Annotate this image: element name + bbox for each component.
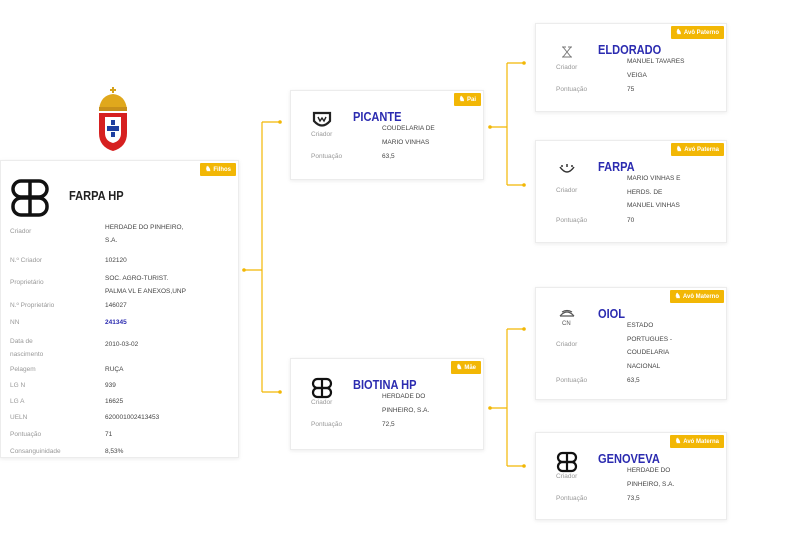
criador-value: COUDELARIA DE MARIO VINHAS xyxy=(382,125,435,146)
hp-brand-icon xyxy=(556,451,578,473)
sire-card[interactable]: ♞ Pai PICANTE Criador COUDELARIA DE MARIO … xyxy=(290,90,484,180)
horse-icon: ♞ xyxy=(675,146,683,153)
field-value: 620001002413453 xyxy=(105,414,160,421)
field-value: 2010-03-02 xyxy=(105,341,139,348)
pontuacao-label: Pontuação xyxy=(556,216,588,224)
pontuacao-label: Pontuação xyxy=(311,153,343,160)
field-label: NN xyxy=(10,319,20,326)
horse-name-link[interactable]: FARPA xyxy=(598,159,635,174)
field-value: 8,53% xyxy=(105,448,124,455)
pontuacao-label: Pontuação xyxy=(556,377,588,384)
field-label: LG N xyxy=(10,382,26,389)
criador-label: Criador xyxy=(556,63,578,71)
horse-icon: ♞ xyxy=(674,293,681,300)
horse-name-link[interactable]: BIOTINA HP xyxy=(353,377,417,392)
paternal-granddam-card[interactable]: ♞ Avó Paterna FARPA Criador MARIO VINHAS … xyxy=(535,140,727,243)
field-label: Pontuação xyxy=(10,431,42,438)
field-value: 16625 xyxy=(105,398,124,405)
horse-name-link[interactable]: GENOVEVA xyxy=(598,451,660,466)
field-label: LG A xyxy=(10,398,25,405)
criador-value: MANUEL TAVARES VEIGA xyxy=(627,58,685,79)
relation-badge[interactable]: ♞ Avô Paterno xyxy=(670,26,724,39)
horse-name: FARPA HP xyxy=(69,188,124,203)
field-label: Consanguinidade xyxy=(10,448,61,455)
criador-label: Criador xyxy=(556,472,578,480)
field-label: N.º Criador xyxy=(10,257,42,264)
cn-crown-brand-icon: CN xyxy=(559,309,575,327)
pontuacao-value: 73,5 xyxy=(627,495,640,502)
horse-name-link[interactable]: OIOL xyxy=(598,306,626,321)
horse-icon: ♞ xyxy=(674,438,682,445)
pontuacao-value: 63,5 xyxy=(627,377,640,384)
horse-icon: ♞ xyxy=(675,29,682,36)
horse-name-link[interactable]: PICANTE xyxy=(353,109,402,124)
field-value: HERDADE DO PINHEIRO, S.A. xyxy=(105,224,184,244)
horse-icon: ♞ xyxy=(458,96,465,103)
pontuacao-value: 63,5 xyxy=(382,153,395,160)
criador-value: MARIO VINHAS E HERDS. DE MANUEL VINHAS xyxy=(627,175,681,209)
relation-badge[interactable]: ♞ Avó Materna xyxy=(669,435,724,448)
relation-badge[interactable]: ♞ Avô Materno xyxy=(669,290,724,303)
maternal-granddam-card[interactable]: ♞ Avó Materna GENOVEVA Criador HERDADE DO… xyxy=(535,432,727,520)
field-label: N.º Proprietário xyxy=(10,302,55,309)
horse-name-link[interactable]: ELDORADO xyxy=(598,42,662,57)
main-horse-card[interactable]: ♞ Filhos FARPA HP Criador HERDADE DO PINHE… xyxy=(0,160,239,458)
field-value: 71 xyxy=(105,431,113,438)
field-value: 102120 xyxy=(105,257,127,264)
criador-value: HERDADE DO PINHEIRO, S.A. xyxy=(382,393,430,414)
vinhas-crown-brand-icon xyxy=(559,164,575,173)
horse-icon: ♞ xyxy=(205,166,212,173)
pontuacao-value: 75 xyxy=(627,86,635,93)
field-label: Proprietário xyxy=(10,279,44,286)
field-value: RUÇA xyxy=(105,366,124,373)
vinhas-brand-icon xyxy=(312,111,332,127)
field-value: 146027 xyxy=(105,302,127,309)
hp-brand-icon xyxy=(311,377,333,399)
tavares-brand-icon xyxy=(562,46,572,58)
relation-badge[interactable]: ♞ Pai xyxy=(453,93,481,106)
relation-badge[interactable]: ♞ Avó Paterna xyxy=(670,143,724,156)
field-label: Criador xyxy=(10,228,32,235)
pontuacao-label: Pontuação xyxy=(556,495,588,502)
paternal-grandsire-card[interactable]: ♞ Avô Paterno ELDORADO Criador MANUEL TAV… xyxy=(535,23,727,112)
hp-brand-icon xyxy=(11,179,49,217)
field-value: 939 xyxy=(105,382,116,389)
criador-value: HERDADE DO PINHEIRO, S.A. xyxy=(627,467,675,488)
pontuacao-label: Pontuação xyxy=(311,421,343,428)
criador-value: ESTADO PORTUGUES - COUDELARIA NACIONAL xyxy=(627,322,673,370)
field-label: UELN xyxy=(10,414,28,421)
field-label: Pelagem xyxy=(10,366,36,373)
pontuacao-value: 70 xyxy=(627,216,635,224)
criador-label: Criador xyxy=(556,341,578,348)
maternal-grandsire-card[interactable]: ♞ Avô Materno CN OIOL Criador ESTADO PORTU… xyxy=(535,287,727,400)
dam-card[interactable]: ♞ Mãe BIOTINA HP Criador HERDADE DO PINHEI… xyxy=(290,358,484,450)
field-value: SOC. AGRO-TURIST. PALMA VL E ANEXOS,UNP xyxy=(105,275,186,295)
svg-text:CN: CN xyxy=(562,321,571,327)
offspring-badge[interactable]: ♞ Filhos xyxy=(200,163,236,176)
pontuacao-label: Pontuação xyxy=(556,86,588,93)
field-value[interactable]: 241345 xyxy=(105,319,127,326)
criador-label: Criador xyxy=(311,130,333,138)
portugal-royal-crest-icon xyxy=(99,87,127,151)
relation-badge[interactable]: ♞ Mãe xyxy=(451,361,481,374)
criador-label: Criador xyxy=(311,398,333,406)
field-label: Data de nascimento xyxy=(10,338,44,358)
criador-label: Criador xyxy=(556,187,578,195)
horse-icon: ♞ xyxy=(456,364,463,371)
pontuacao-value: 72,5 xyxy=(382,421,395,428)
